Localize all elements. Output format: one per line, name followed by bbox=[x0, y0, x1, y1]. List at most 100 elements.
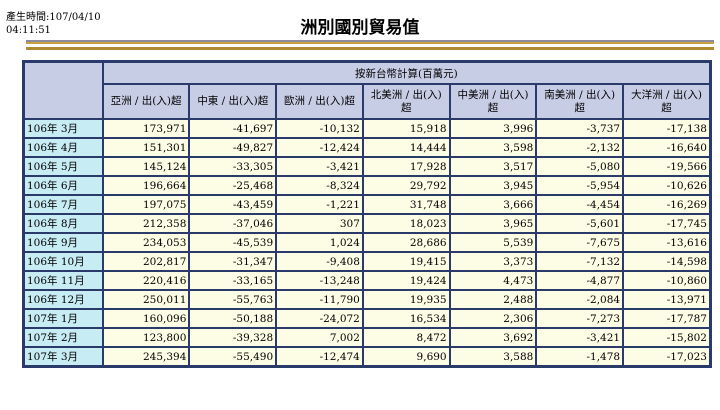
row-period-label: 106年 6月 bbox=[25, 177, 102, 194]
value-cell: -4,454 bbox=[537, 196, 623, 213]
table-row: 106年 10月 202,817 -31,347 -9,408 19,415 3,373-… bbox=[25, 253, 709, 270]
row-period-label: 106年 3月 bbox=[25, 120, 102, 137]
value-cell: -8,324 bbox=[277, 177, 362, 194]
value-cell: 245,394 bbox=[103, 348, 189, 365]
value-cell: 17,928 bbox=[363, 158, 449, 175]
value-cell: -43,459 bbox=[190, 196, 276, 213]
value-cell: 196,664 bbox=[103, 177, 189, 194]
value-cell: 3,692 bbox=[450, 329, 536, 346]
table-row: 106年 9月 234,053 -45,539 1,024 28,686 5,539 -7,… bbox=[25, 234, 709, 251]
value-cell: -7,132 bbox=[537, 253, 623, 270]
value-cell: 160,096 bbox=[103, 310, 189, 327]
value-cell: 19,424 bbox=[363, 272, 449, 289]
table-row: 107年 1月 160,096 -50,188 -24,072 16,534 2,306-… bbox=[25, 310, 709, 327]
value-cell: -10,626 bbox=[624, 177, 709, 194]
value-cell: -12,474 bbox=[277, 348, 362, 365]
value-cell: -7,675 bbox=[537, 234, 623, 251]
value-cell: 212,358 bbox=[103, 215, 189, 232]
value-cell: -49,827 bbox=[190, 139, 276, 156]
value-cell: 7,002 bbox=[277, 329, 362, 346]
value-cell: 14,444 bbox=[363, 139, 449, 156]
value-cell: -5,954 bbox=[537, 177, 623, 194]
value-cell: -9,408 bbox=[277, 253, 362, 270]
value-cell: -17,023 bbox=[624, 348, 709, 365]
value-cell: 197,075 bbox=[103, 196, 189, 213]
value-cell: 250,011 bbox=[103, 291, 189, 308]
trade-balance-table: 按新台幣計算(百萬元) 亞洲 / 出(入)超 中東 / 出(入)超 歐洲 / 出(入… bbox=[22, 60, 712, 368]
value-cell: 28,686 bbox=[363, 234, 449, 251]
generated-time: 04:11:51 bbox=[6, 25, 51, 36]
value-cell: 8,472 bbox=[363, 329, 449, 346]
value-cell: 220,416 bbox=[103, 272, 189, 289]
value-cell: -3,421 bbox=[277, 158, 362, 175]
corner-cell bbox=[25, 63, 102, 118]
row-period-label: 106年 10月 bbox=[25, 253, 102, 270]
column-header: 北美洲 / 出(入)超 bbox=[363, 85, 449, 118]
value-cell: 3,517 bbox=[450, 158, 536, 175]
value-cell: -33,305 bbox=[190, 158, 276, 175]
row-period-label: 106年 4月 bbox=[25, 139, 102, 156]
column-header: 大洋洲 / 出(入)超 bbox=[624, 85, 709, 118]
table-row: 106年 5月 145,124 -33,305 -3,421 17,928 3,517 -5… bbox=[25, 158, 709, 175]
value-cell: 202,817 bbox=[103, 253, 189, 270]
column-header: 中東 / 出(入)超 bbox=[190, 85, 276, 118]
value-cell: -39,328 bbox=[190, 329, 276, 346]
table-row: 107年 3月 245,394 -55,490 -12,474 9,690 3,588 -1… bbox=[25, 348, 709, 365]
currency-group-header: 按新台幣計算(百萬元) bbox=[103, 63, 709, 83]
value-cell: -25,468 bbox=[190, 177, 276, 194]
row-period-label: 107年 1月 bbox=[25, 310, 102, 327]
value-cell: -10,132 bbox=[277, 120, 362, 137]
value-cell: -1,478 bbox=[537, 348, 623, 365]
value-cell: 3,996 bbox=[450, 120, 536, 137]
value-cell: 3,965 bbox=[450, 215, 536, 232]
value-cell: -3,737 bbox=[537, 120, 623, 137]
value-cell: 9,690 bbox=[363, 348, 449, 365]
table-row: 106年 12月 250,011 -55,763 -11,790 19,935 2,488… bbox=[25, 291, 709, 308]
value-cell: -15,802 bbox=[624, 329, 709, 346]
value-cell: -12,424 bbox=[277, 139, 362, 156]
page-title: 洲別國別貿易值 bbox=[300, 18, 420, 38]
column-header: 歐洲 / 出(入)超 bbox=[277, 85, 362, 118]
value-cell: 145,124 bbox=[103, 158, 189, 175]
value-cell: -55,763 bbox=[190, 291, 276, 308]
column-header-row: 亞洲 / 出(入)超 中東 / 出(入)超 歐洲 / 出(入)超 北美洲 / 出(入)… bbox=[25, 85, 709, 118]
value-cell: 151,301 bbox=[103, 139, 189, 156]
row-period-label: 106年 11月 bbox=[25, 272, 102, 289]
value-cell: -50,188 bbox=[190, 310, 276, 327]
value-cell: -14,598 bbox=[624, 253, 709, 270]
table-row: 106年 8月 212,358 -37,046 307 18,023 3,965 -5,60… bbox=[25, 215, 709, 232]
value-cell: -37,046 bbox=[190, 215, 276, 232]
value-cell: 3,666 bbox=[450, 196, 536, 213]
value-cell: 29,792 bbox=[363, 177, 449, 194]
value-cell: -5,601 bbox=[537, 215, 623, 232]
value-cell: -17,745 bbox=[624, 215, 709, 232]
value-cell: -33,165 bbox=[190, 272, 276, 289]
table-row: 106年 6月 196,664 -25,468 -8,324 29,792 3,945 -5… bbox=[25, 177, 709, 194]
table-row: 106年 4月 151,301 -49,827 -12,424 14,444 3,598-… bbox=[25, 139, 709, 156]
value-cell: 19,415 bbox=[363, 253, 449, 270]
value-cell: 3,588 bbox=[450, 348, 536, 365]
value-cell: -16,269 bbox=[624, 196, 709, 213]
value-cell: 31,748 bbox=[363, 196, 449, 213]
value-cell: -45,539 bbox=[190, 234, 276, 251]
table-row: 106年 7月 197,075 -43,459 -1,221 31,748 3,666 -4… bbox=[25, 196, 709, 213]
value-cell: -19,566 bbox=[624, 158, 709, 175]
value-cell: -7,273 bbox=[537, 310, 623, 327]
column-header: 中美洲 / 出(入)超 bbox=[450, 85, 536, 118]
generation-timestamp: 產生時間:107/04/10 04:11:51 bbox=[6, 11, 101, 37]
value-cell: -10,860 bbox=[624, 272, 709, 289]
value-cell: 1,024 bbox=[277, 234, 362, 251]
value-cell: 123,800 bbox=[103, 329, 189, 346]
table-row: 106年 3月 173,971 -41,697 -10,132 15,918 3,996-… bbox=[25, 120, 709, 137]
value-cell: 173,971 bbox=[103, 120, 189, 137]
value-cell: 307 bbox=[277, 215, 362, 232]
value-cell: -4,877 bbox=[537, 272, 623, 289]
value-cell: -55,490 bbox=[190, 348, 276, 365]
value-cell: -17,138 bbox=[624, 120, 709, 137]
header-divider-bottom bbox=[26, 47, 714, 50]
column-header: 南美洲 / 出(入)超 bbox=[537, 85, 623, 118]
value-cell: -13,616 bbox=[624, 234, 709, 251]
row-period-label: 106年 7月 bbox=[25, 196, 102, 213]
table-row: 107年 2月 123,800 -39,328 7,002 8,472 3,692 -3,4… bbox=[25, 329, 709, 346]
value-cell: 19,935 bbox=[363, 291, 449, 308]
